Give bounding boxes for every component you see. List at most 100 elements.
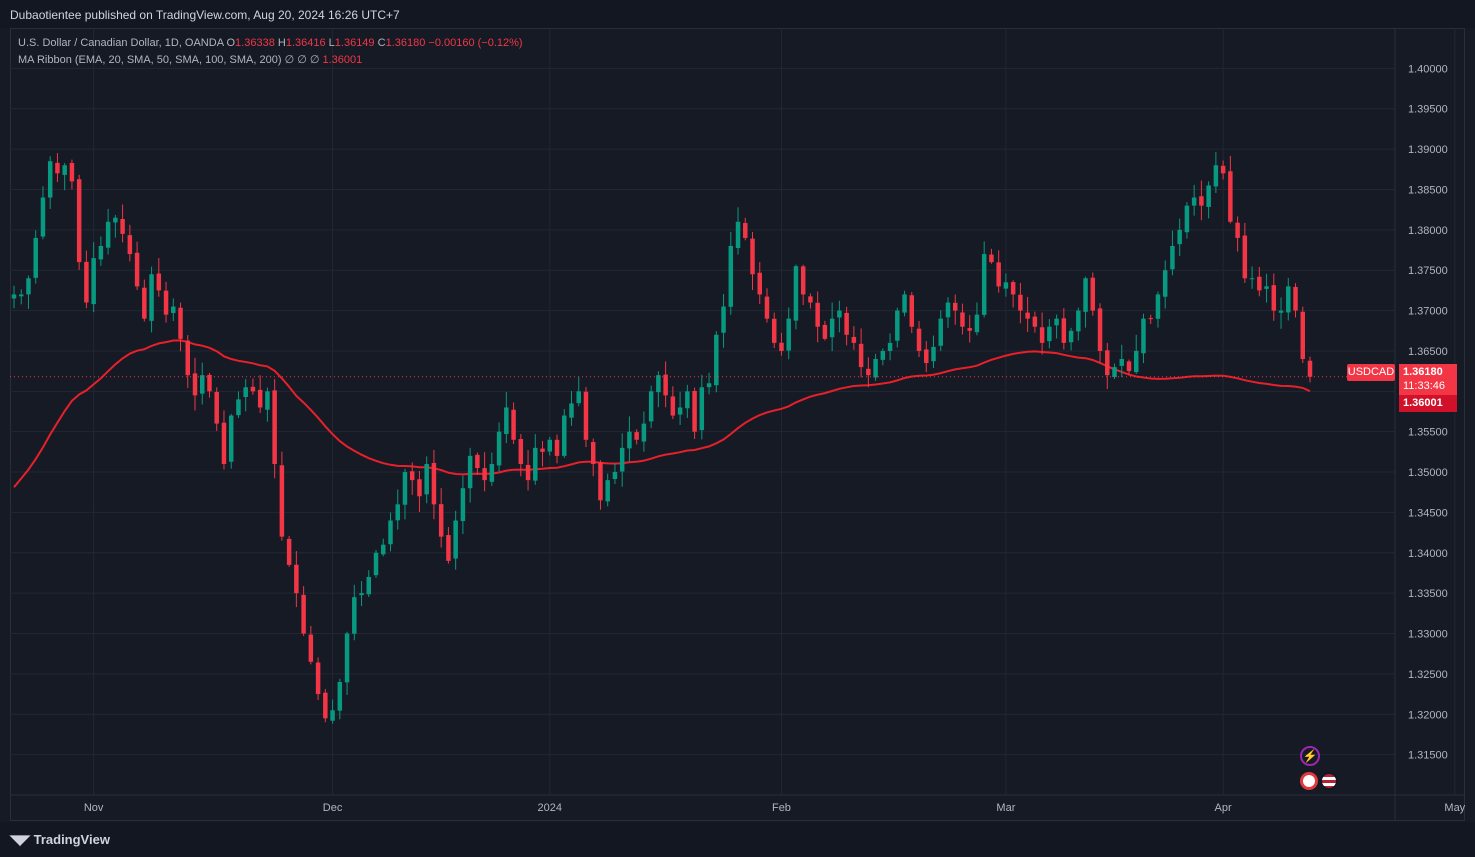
candle-body — [1228, 171, 1233, 222]
candle — [113, 214, 118, 238]
candle — [504, 391, 509, 444]
indicator-values: ∅ ∅ ∅ — [284, 54, 320, 66]
candle — [1220, 160, 1226, 180]
candle-body — [11, 294, 17, 299]
candle-body — [757, 272, 762, 295]
candle-body — [496, 431, 502, 466]
candle — [192, 357, 198, 411]
candle-body — [33, 237, 38, 278]
candle — [721, 293, 726, 348]
candle — [554, 434, 560, 464]
candle — [1025, 296, 1030, 332]
candle — [178, 302, 183, 352]
time-tick-label: Nov — [84, 802, 104, 814]
candle-body — [120, 218, 125, 234]
candle — [887, 333, 893, 361]
candle-body — [996, 262, 1001, 287]
candle — [692, 387, 697, 439]
candle-body — [1177, 229, 1182, 245]
candle — [960, 303, 965, 335]
candle — [764, 288, 770, 323]
chart-panel[interactable] — [10, 28, 1465, 821]
candle-body — [1206, 185, 1211, 207]
candle — [26, 275, 31, 309]
candle-body — [105, 221, 111, 248]
candle-body — [1090, 277, 1096, 311]
candle-body — [467, 455, 473, 489]
tradingview-logo[interactable]: ◥◤ TradingView — [10, 832, 110, 848]
candle-body — [388, 520, 393, 545]
candle — [105, 208, 111, 255]
candle-body — [793, 266, 799, 321]
candle — [547, 436, 553, 456]
price-tick-label: 1.39500 — [1408, 104, 1448, 116]
candle-body — [250, 386, 256, 392]
candle-body — [895, 310, 900, 341]
candle-body — [1097, 308, 1103, 351]
candle-body — [1018, 294, 1023, 311]
candle-body — [1242, 235, 1248, 279]
candle-body — [931, 346, 936, 362]
candle — [294, 551, 299, 608]
candle — [916, 321, 922, 358]
candle-body — [76, 179, 82, 263]
candle-body — [279, 465, 285, 537]
candle-body — [1032, 316, 1038, 327]
candle — [989, 248, 994, 264]
candle-body — [1235, 222, 1240, 238]
candle — [171, 298, 176, 321]
lightning-icon[interactable]: ⚡ — [1300, 746, 1320, 766]
candle-body — [301, 594, 306, 634]
time-tick-label: Feb — [772, 802, 791, 814]
candle-body — [446, 535, 451, 561]
candle — [62, 162, 67, 191]
candle-body — [504, 407, 509, 435]
candle — [388, 512, 393, 552]
candle-body — [1112, 367, 1117, 378]
candle-body — [330, 710, 335, 721]
candle-body — [786, 318, 791, 351]
high-value: 1.36416 — [285, 37, 326, 49]
candle-body — [887, 342, 893, 351]
candle — [590, 438, 596, 477]
candle-body — [344, 633, 350, 683]
candle-body — [533, 447, 538, 481]
candle-body — [47, 161, 53, 198]
candle-body — [438, 504, 444, 537]
close-value: 1.36180 — [385, 37, 426, 49]
candle — [69, 159, 75, 190]
tv-logo-icon: ◥◤ — [10, 832, 34, 847]
candle — [344, 631, 350, 695]
candle-body — [945, 302, 951, 318]
canada-flag-icon[interactable] — [1300, 772, 1318, 790]
candle — [1126, 359, 1132, 376]
candle-body — [323, 692, 328, 719]
price-tick-label: 1.31500 — [1408, 750, 1448, 762]
candle — [641, 411, 647, 452]
candle — [40, 186, 46, 240]
candle — [1264, 273, 1269, 303]
candle — [214, 387, 219, 431]
candle — [1133, 334, 1139, 374]
candle-body — [352, 597, 357, 634]
candle — [381, 538, 386, 557]
candle — [525, 450, 531, 491]
candle-body — [55, 162, 60, 174]
candle-body — [207, 374, 212, 392]
candle — [757, 262, 762, 304]
candle-body — [424, 463, 429, 495]
candle — [395, 489, 400, 530]
candle — [670, 386, 676, 420]
price-tick-label: 1.39000 — [1408, 144, 1448, 156]
candle — [1228, 155, 1233, 224]
candle — [1199, 180, 1204, 221]
candle — [424, 456, 429, 504]
candle-body — [554, 439, 560, 456]
us-flag-icon[interactable] — [1320, 772, 1338, 790]
candle-body — [91, 258, 96, 305]
indicator-last-value: 1.36001 — [322, 54, 363, 66]
candle — [533, 434, 538, 485]
candle — [1148, 314, 1153, 324]
candle — [120, 204, 125, 243]
